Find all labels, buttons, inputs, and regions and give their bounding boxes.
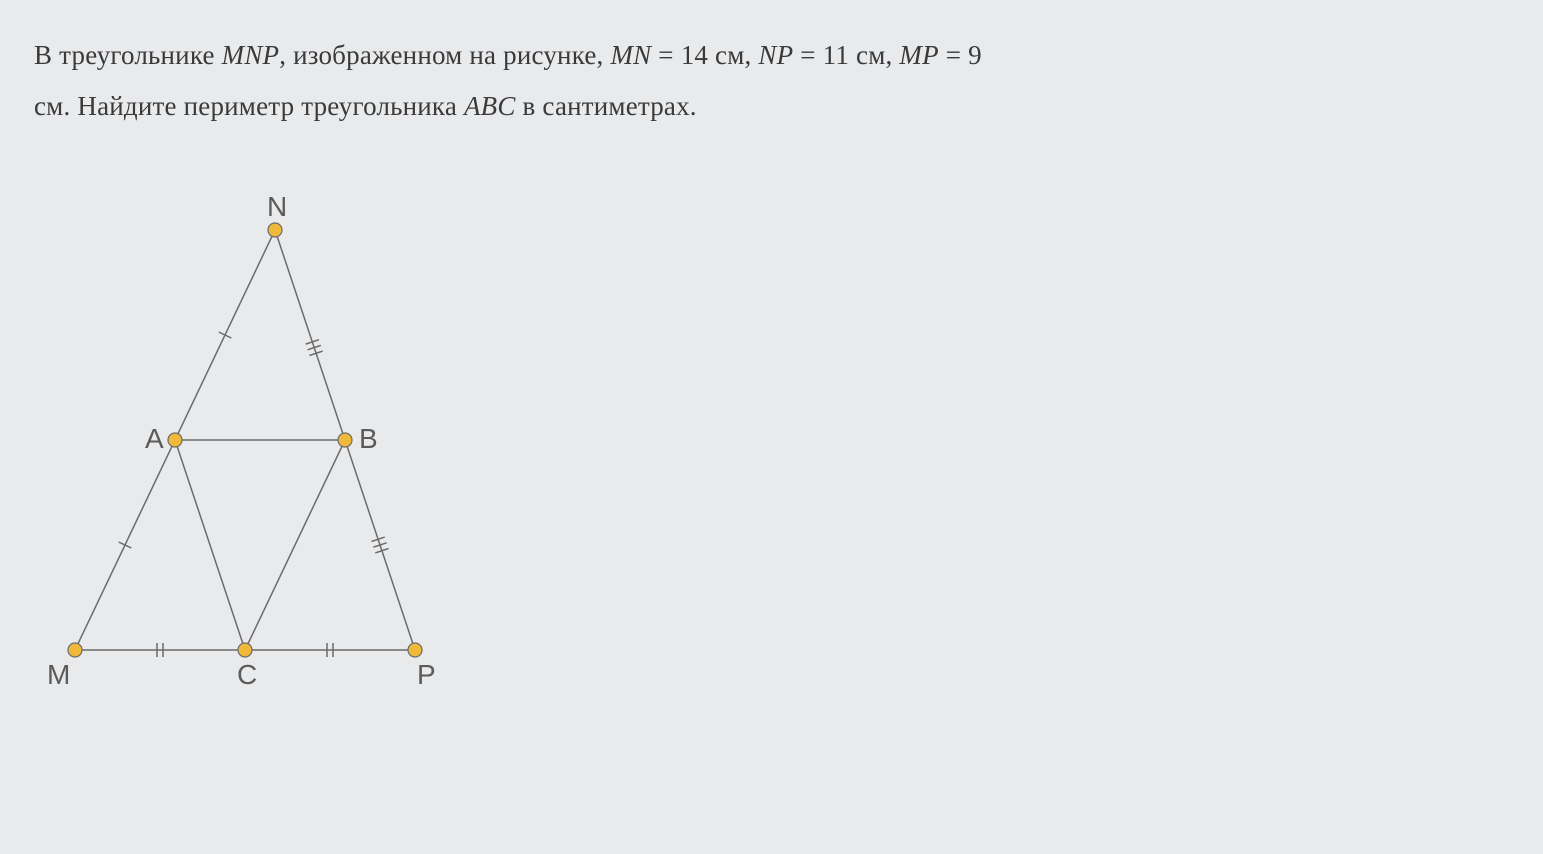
- unit: см,: [849, 40, 899, 70]
- eq: =: [939, 40, 968, 70]
- triangle-abc: ABC: [464, 91, 516, 121]
- eq: =: [793, 40, 822, 70]
- point-P: [408, 643, 422, 657]
- var-mn: MN: [610, 40, 651, 70]
- var-mp: MP: [899, 40, 938, 70]
- tick-MA: [119, 542, 132, 548]
- text: В треугольнике: [34, 40, 222, 70]
- label-B: B: [359, 423, 378, 454]
- point-M: [68, 643, 82, 657]
- label-C: C: [237, 659, 257, 690]
- var-np: NP: [758, 40, 793, 70]
- val-np: 11: [823, 40, 849, 70]
- diagram-svg: N A B M C P: [30, 190, 460, 700]
- triangle-mnp: MNP: [222, 40, 280, 70]
- tick-AN: [219, 332, 232, 338]
- label-M: M: [47, 659, 70, 690]
- text: в сантиметрах.: [516, 91, 697, 121]
- triangle-diagram: N A B M C P: [30, 190, 460, 705]
- point-C: [238, 643, 252, 657]
- unit: см,: [708, 40, 758, 70]
- point-A: [168, 433, 182, 447]
- eq: =: [651, 40, 680, 70]
- segment-AC: [175, 440, 245, 650]
- label-N: N: [267, 191, 287, 222]
- val-mp: 9: [968, 40, 982, 70]
- val-mn: 14: [681, 40, 708, 70]
- label-P: P: [417, 659, 436, 690]
- segment-BC: [245, 440, 345, 650]
- label-A: A: [145, 423, 164, 454]
- problem-statement: В треугольнике MNP, изображенном на рису…: [34, 30, 1513, 133]
- point-B: [338, 433, 352, 447]
- text: см. Найдите периметр треугольника: [34, 91, 464, 121]
- text: , изображенном на рисунке,: [279, 40, 610, 70]
- point-N: [268, 223, 282, 237]
